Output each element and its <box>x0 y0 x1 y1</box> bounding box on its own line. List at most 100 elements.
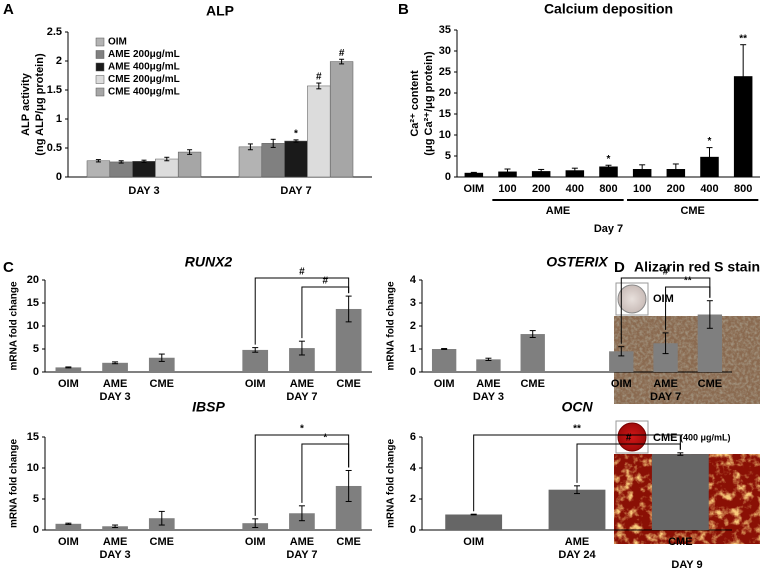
y-tick-label: 0 <box>56 171 62 183</box>
y-tick-label: 1 <box>410 343 416 355</box>
bar <box>148 357 175 372</box>
x-tick-label: DAY 3 <box>128 185 159 197</box>
bar <box>599 166 618 177</box>
y-tick-label: 6 <box>410 431 416 443</box>
bar <box>109 161 133 178</box>
legend-label: CME 400μg/mL <box>108 87 180 98</box>
y-axis-label: mRNA fold change <box>386 281 397 371</box>
x-tick-label: DAY 7 <box>280 185 311 197</box>
panel-letter: C <box>3 259 14 276</box>
bracket-label: ** <box>684 276 692 287</box>
x-tick-label: CME <box>150 536 174 548</box>
legend-label: CME 200μg/mL <box>108 74 180 85</box>
group-label: DAY 7 <box>286 549 317 561</box>
y-tick-label: 3 <box>410 297 416 309</box>
bracket <box>665 286 711 330</box>
y-axis-label: (ng ALP/μg protein) <box>34 53 46 156</box>
group-label: DAY 7 <box>650 391 681 403</box>
x-tick-label: OIM <box>58 536 79 548</box>
bar <box>238 146 263 178</box>
bracket-label: # <box>299 267 305 278</box>
x-tick-label: OIM <box>611 378 632 390</box>
legend-swatch <box>95 50 105 59</box>
x-tick-label: CME <box>520 378 544 390</box>
y-tick-label: 10 <box>27 320 39 332</box>
x-tick-label: CME <box>336 378 360 390</box>
significance: * <box>708 136 712 147</box>
x-tick-label: OIM <box>58 378 79 390</box>
bracket-label: * <box>300 424 304 435</box>
bar <box>329 61 354 178</box>
group-label: DAY 24 <box>558 549 596 561</box>
y-tick-label: 15 <box>27 297 39 309</box>
y-tick-label: 2.5 <box>47 26 62 38</box>
x-tick-label: AME <box>290 536 314 548</box>
group-label: CME <box>680 205 704 217</box>
group-label: DAY 7 <box>286 391 317 403</box>
group-label: DAY 3 <box>473 391 504 403</box>
bracket-label: # <box>323 276 329 287</box>
x-tick-label: 100 <box>633 183 651 195</box>
y-tick-label: 30 <box>439 45 451 57</box>
significance: # <box>339 48 345 59</box>
y-tick-label: 10 <box>27 462 39 474</box>
bar <box>261 143 285 178</box>
stain-title: Alizarin red S stain <box>634 259 760 275</box>
y-tick-label: 2 <box>410 320 416 332</box>
x-tick-label: AME <box>653 378 677 390</box>
legend-swatch <box>95 37 105 47</box>
bar <box>700 156 719 177</box>
y-tick-label: 25 <box>439 66 451 78</box>
y-tick-label: 0 <box>410 524 416 536</box>
chart-title: RUNX2 <box>185 254 233 270</box>
y-tick-label: 20 <box>439 87 451 99</box>
y-tick-label: 1.5 <box>47 84 62 96</box>
x-tick-label: OIM <box>434 378 455 390</box>
y-tick-label: 0 <box>445 171 451 183</box>
y-tick-label: 0 <box>33 524 39 536</box>
significance: * <box>294 129 298 140</box>
bar <box>476 359 501 372</box>
x-tick-label: CME <box>698 378 722 390</box>
bar <box>132 161 156 178</box>
bar <box>609 351 634 372</box>
bracket <box>254 277 350 345</box>
x-tick-label: 800 <box>734 183 752 195</box>
chart-title: OCN <box>561 399 593 415</box>
image-label: CME <box>653 432 677 444</box>
y-tick-label: 0.5 <box>47 142 62 154</box>
y-tick-label: 2 <box>410 493 416 505</box>
group-label: DAY 3 <box>99 391 130 403</box>
bracket <box>473 434 681 512</box>
bracket <box>576 443 681 483</box>
x-tick-label: AME <box>103 536 127 548</box>
x-tick-label: OIM <box>463 183 484 195</box>
bar <box>531 171 551 177</box>
chart-title: OSTERIX <box>546 254 609 270</box>
y-tick-label: 5 <box>33 343 39 355</box>
bar <box>520 334 545 372</box>
bar <box>155 158 179 178</box>
y-tick-label: 20 <box>27 274 39 286</box>
bracket-label: * <box>323 433 327 444</box>
y-axis-label: mRNA fold change <box>386 439 397 529</box>
bracket-label: # <box>663 267 669 278</box>
image-sublabel: (400 μg/mL) <box>680 432 731 442</box>
chart-title: Calcium deposition <box>544 1 673 17</box>
legend-swatch <box>95 75 105 84</box>
x-tick-label: OIM <box>245 536 266 548</box>
bar <box>86 160 111 178</box>
bar <box>307 85 331 178</box>
bar <box>464 172 484 177</box>
panel-letter: D <box>614 259 625 276</box>
bar <box>102 362 128 372</box>
y-axis-label: ALP activity <box>20 72 32 136</box>
bracket <box>301 286 350 339</box>
legend-label: AME 200μg/mL <box>108 49 180 60</box>
y-tick-label: 15 <box>439 108 451 120</box>
chart-title: IBSP <box>192 399 225 415</box>
x-tick-label: 100 <box>498 183 516 195</box>
bar <box>242 349 269 372</box>
x-tick-label: AME <box>565 536 589 548</box>
y-tick-label: 5 <box>33 493 39 505</box>
